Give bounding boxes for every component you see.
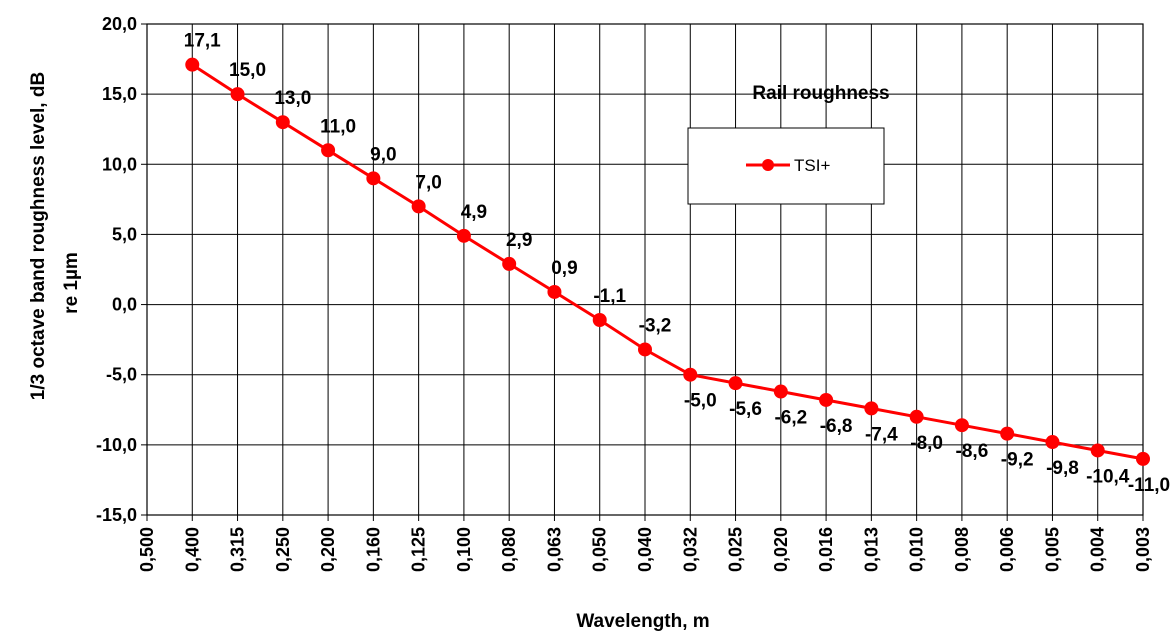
x-tick-label: 0,025 xyxy=(726,527,746,572)
y-tick-label: 20,0 xyxy=(102,14,137,34)
data-point xyxy=(456,228,471,243)
x-tick-label: 0,160 xyxy=(363,527,383,572)
x-tick-label: 0,005 xyxy=(1042,527,1062,572)
data-point xyxy=(366,171,381,186)
data-point xyxy=(321,143,336,158)
data-label: -6,8 xyxy=(820,416,853,437)
data-label: 2,9 xyxy=(506,230,532,251)
data-label: 0,9 xyxy=(551,258,577,279)
data-point xyxy=(185,57,200,72)
y-tick-label: 0,0 xyxy=(112,295,137,315)
data-point xyxy=(864,401,879,416)
data-label: -9,2 xyxy=(1001,450,1034,471)
x-tick-label: 0,500 xyxy=(137,527,157,572)
data-label: -1,1 xyxy=(593,286,626,307)
data-label: -5,6 xyxy=(729,399,762,420)
y-axis-title: 1/3 octave band roughness level, dB re 1… xyxy=(28,72,82,400)
x-tick-label: 0,080 xyxy=(499,527,519,572)
data-label: -6,2 xyxy=(774,408,807,429)
data-label: 17,1 xyxy=(184,31,221,52)
data-point xyxy=(638,342,652,357)
y-tick-label: -10,0 xyxy=(96,435,137,455)
chart-title: Rail roughness xyxy=(752,83,889,104)
x-tick-label: 0,125 xyxy=(409,527,429,572)
x-tick-label: 0,200 xyxy=(318,527,338,572)
data-label: -11,0 xyxy=(1128,475,1170,496)
x-tick-label: 0,032 xyxy=(680,527,700,572)
y-axis-title-line-1: 1/3 octave band roughness level, dB xyxy=(28,72,49,400)
data-label: 15,0 xyxy=(229,60,266,81)
x-tick-label: 0,040 xyxy=(635,527,655,572)
x-tick-label: 0,016 xyxy=(816,527,836,572)
series-tsi-plus xyxy=(185,57,1150,466)
data-point xyxy=(502,256,517,271)
data-label: -7,4 xyxy=(865,424,898,445)
data-label: -8,6 xyxy=(956,441,989,462)
y-tick-label: 5,0 xyxy=(112,224,137,244)
legend-marker xyxy=(762,159,774,171)
x-tick-label: 0,013 xyxy=(861,527,881,572)
data-point xyxy=(683,367,698,382)
grid xyxy=(146,23,1144,516)
data-point xyxy=(411,199,426,214)
legend-series-name: TSI+ xyxy=(794,156,830,175)
y-tick-label: 15,0 xyxy=(102,84,137,104)
data-point xyxy=(1090,443,1105,458)
x-tick-label: 0,003 xyxy=(1133,527,1153,572)
x-tick-label: 0,004 xyxy=(1088,527,1108,572)
x-tick-label: 0,006 xyxy=(997,527,1017,572)
data-label: 9,0 xyxy=(370,144,396,165)
data-point xyxy=(728,376,743,391)
x-tick-label: 0,100 xyxy=(454,527,474,572)
x-tick-label: 0,050 xyxy=(590,527,610,572)
y-tick-label: 10,0 xyxy=(102,154,137,174)
y-axis-ticks: 20,0 15,0 10,0 5,0 0,0 -5,0 -10,0 -15,0 xyxy=(96,14,147,525)
y-tick-label: -15,0 xyxy=(96,505,137,525)
data-point xyxy=(275,115,290,130)
data-point xyxy=(909,409,924,424)
data-label: -3,2 xyxy=(639,315,672,336)
y-tick-label: -5,0 xyxy=(106,365,137,385)
x-tick-label: 0,250 xyxy=(273,527,293,572)
data-point xyxy=(230,87,245,102)
data-point xyxy=(592,313,607,328)
data-labels: 17,1 15,0 13,0 11,0 9,0 7,0 4,9 2,9 0,9 -1,1 -3,2 -… xyxy=(184,31,1170,496)
data-point xyxy=(954,418,969,433)
data-label: 7,0 xyxy=(415,172,441,193)
data-label: 11,0 xyxy=(320,116,356,137)
x-tick-label: 0,010 xyxy=(907,527,927,572)
data-label: 13,0 xyxy=(274,88,311,109)
data-point xyxy=(547,284,562,299)
x-tick-label: 0,063 xyxy=(544,527,564,572)
legend: TSI+ xyxy=(687,127,885,205)
x-tick-label: 0,008 xyxy=(952,527,972,572)
data-label: -5,0 xyxy=(684,391,717,412)
x-tick-label: 0,400 xyxy=(182,527,202,572)
data-label: -9,8 xyxy=(1046,458,1079,479)
x-axis-title: Wavelength, m xyxy=(576,611,709,632)
x-tick-label: 0,020 xyxy=(771,527,791,572)
data-point xyxy=(1045,435,1060,450)
x-tick-label: 0,315 xyxy=(228,527,248,572)
data-label: 4,9 xyxy=(461,202,487,223)
y-axis-title-line-2: re 1µm xyxy=(61,252,82,314)
data-point xyxy=(819,392,834,407)
data-label: -10,4 xyxy=(1086,466,1130,487)
data-point xyxy=(1000,426,1015,441)
data-label: -8,0 xyxy=(910,433,943,454)
data-point xyxy=(773,384,788,399)
series-line xyxy=(191,63,1144,461)
data-point xyxy=(1136,451,1150,466)
x-axis-ticks: 0,500 0,400 0,315 0,250 0,200 0,160 0,125 0,100… xyxy=(137,515,1153,572)
